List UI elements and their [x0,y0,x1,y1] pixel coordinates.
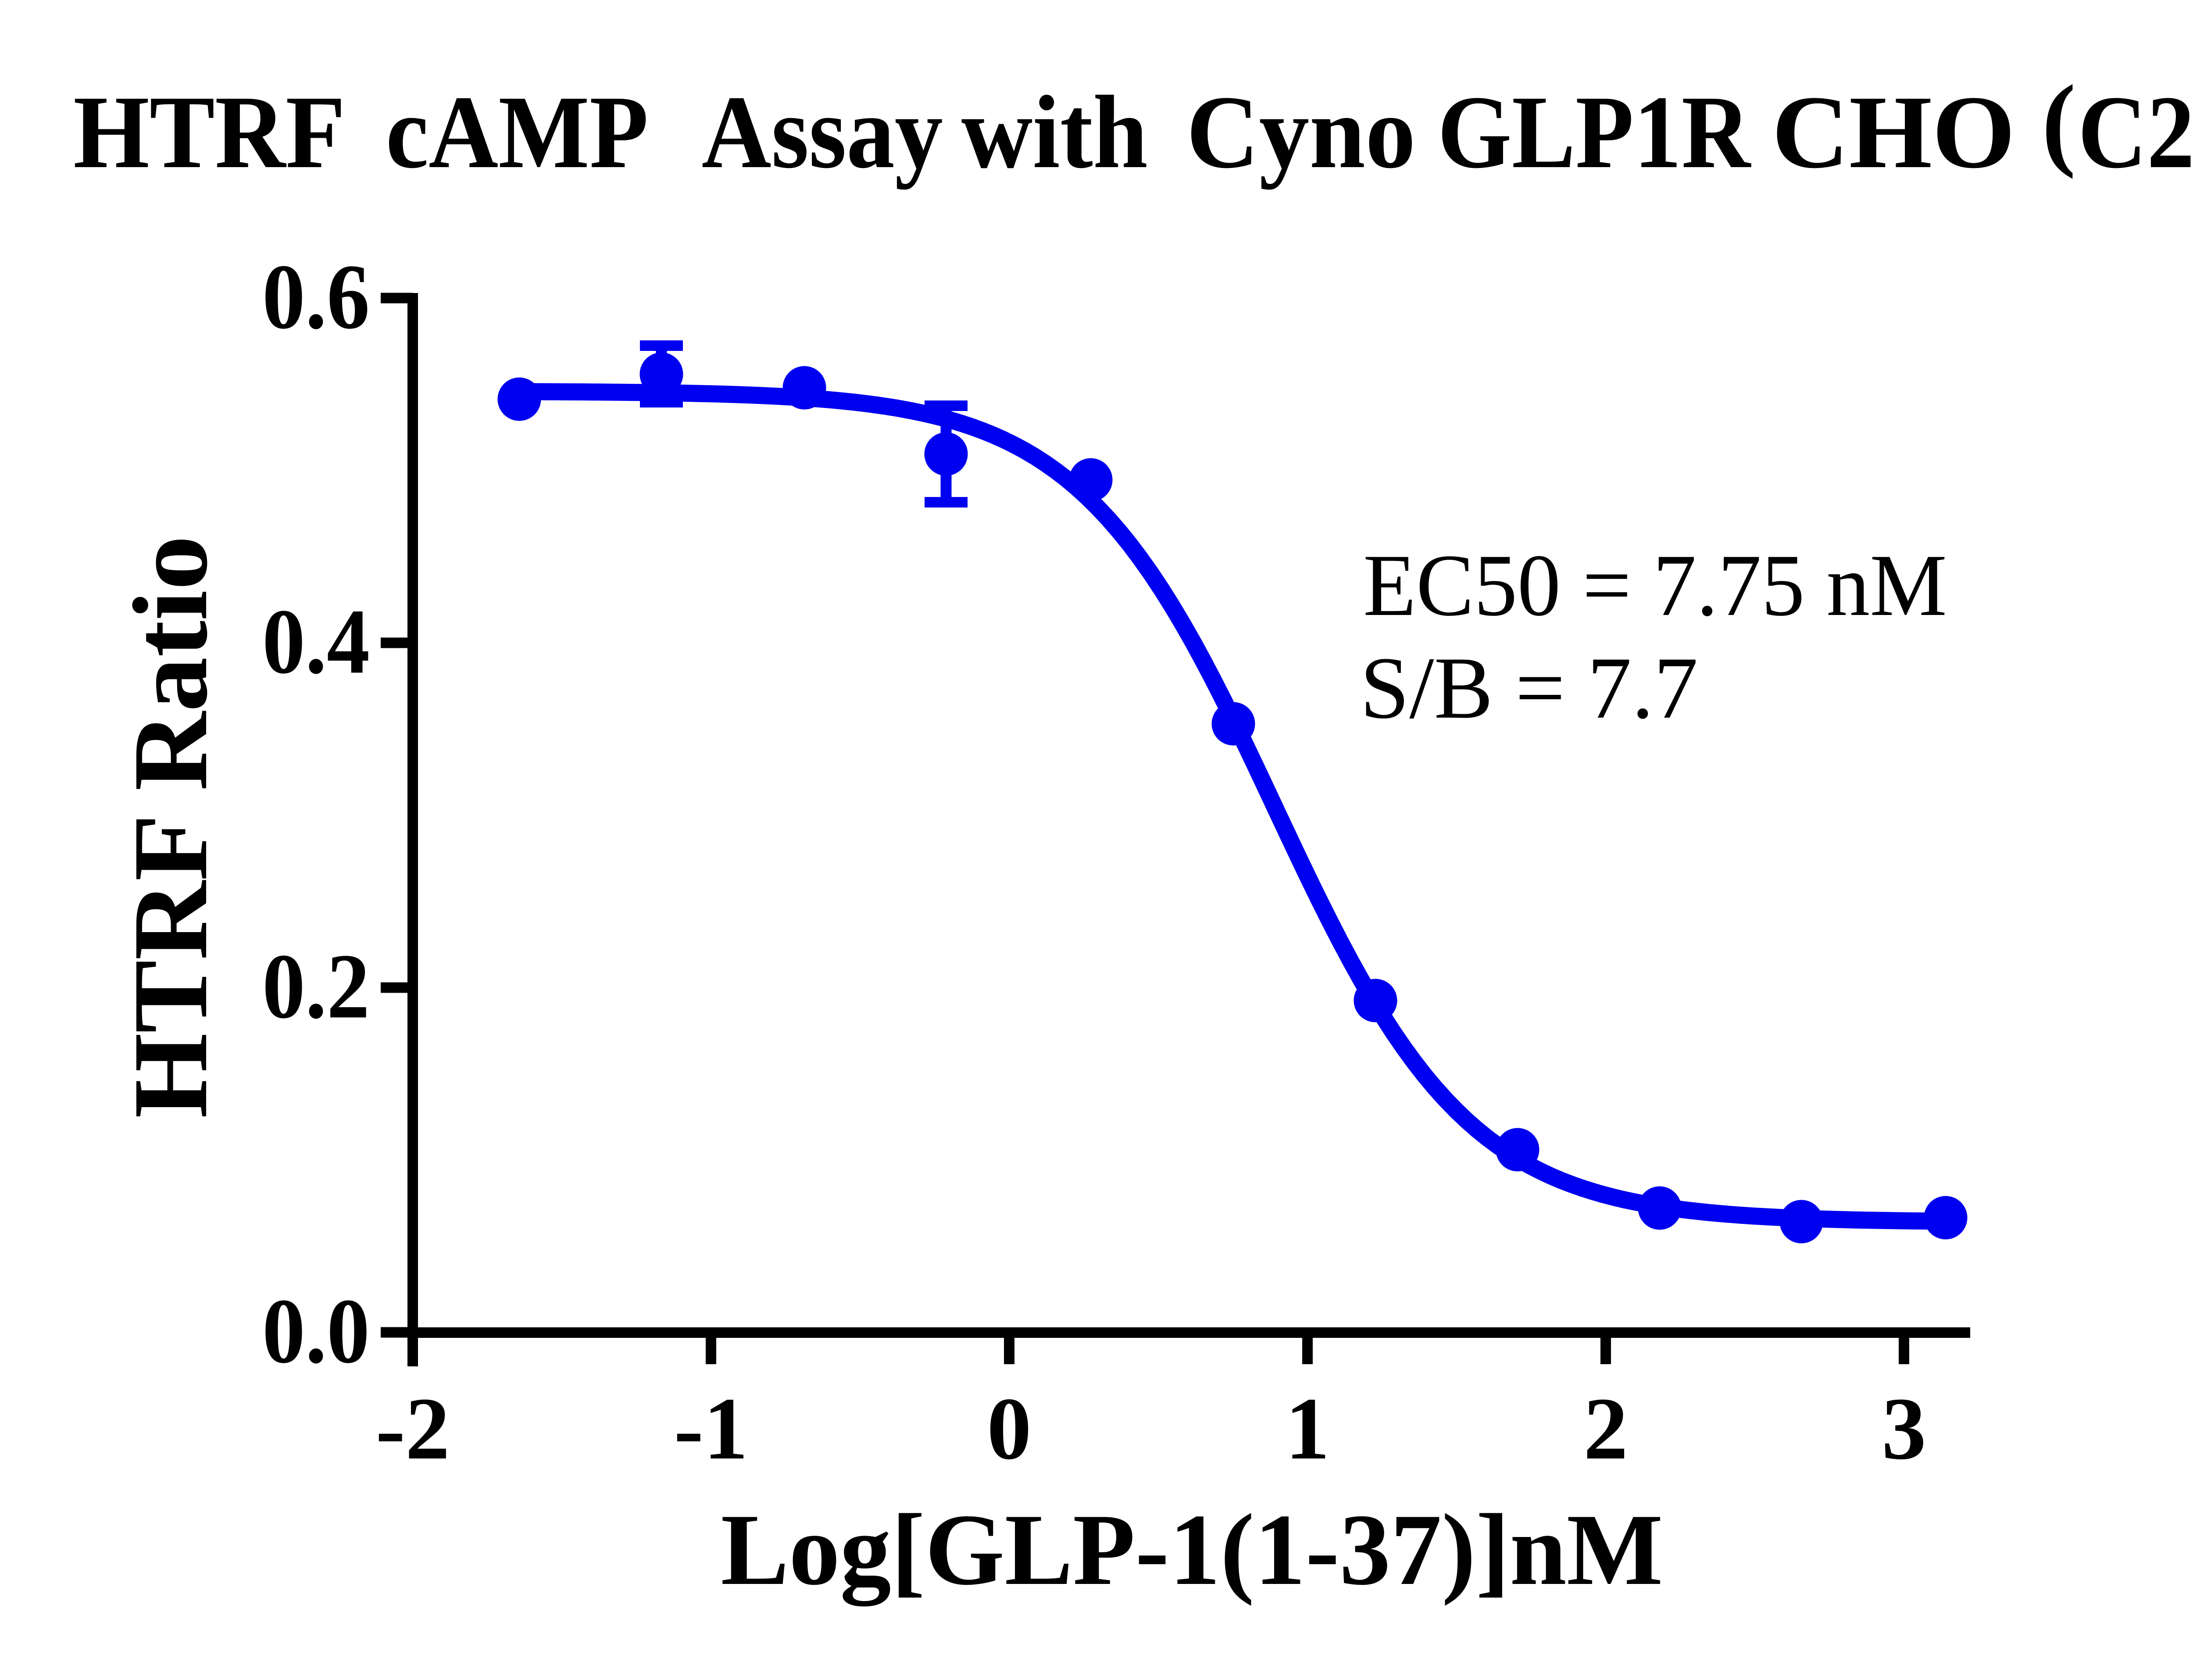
svg-text:HTRF Ratio: HTRF Ratio [112,536,229,1119]
svg-text:0.0: 0.0 [262,1280,370,1383]
svg-text:1: 1 [1285,1379,1330,1478]
svg-text:-2: -2 [375,1379,450,1478]
svg-text:3: 3 [1882,1379,1926,1478]
svg-text:0.4: 0.4 [262,590,370,693]
svg-text:0.6: 0.6 [262,246,370,349]
svg-text:Log[GLP-1(1-37)]nM: Log[GLP-1(1-37)]nM [721,1493,1663,1607]
svg-text:0.2: 0.2 [262,935,370,1038]
svg-text:2: 2 [1583,1379,1628,1478]
svg-text:-1: -1 [674,1379,748,1478]
svg-text:0: 0 [987,1379,1032,1478]
svg-text:EC50 = 7.75 nM: EC50 = 7.75 nM [1363,536,1947,634]
svg-text:S/B = 7.7: S/B = 7.7 [1360,639,1698,737]
